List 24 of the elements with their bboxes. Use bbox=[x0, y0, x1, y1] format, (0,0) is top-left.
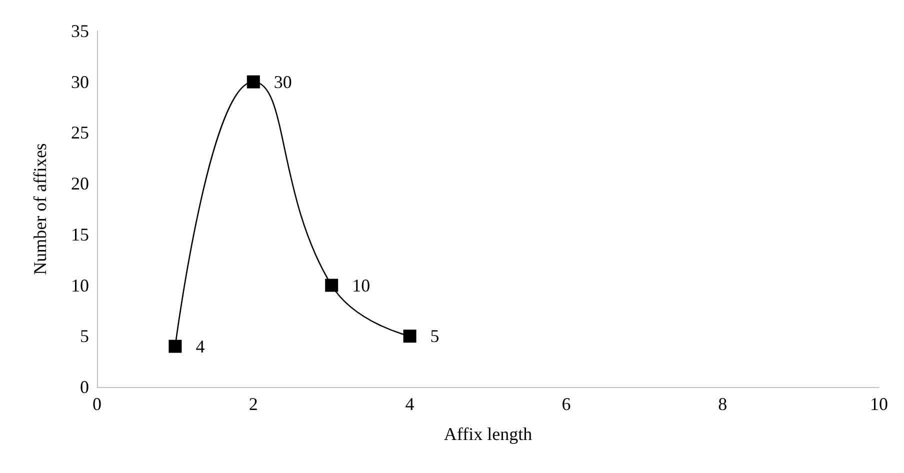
y-tick-label: 15 bbox=[71, 224, 89, 244]
x-axis-title: Affix length bbox=[444, 424, 532, 444]
y-tick-label: 0 bbox=[80, 377, 89, 397]
data-label: 4 bbox=[196, 336, 205, 356]
data-label: 5 bbox=[430, 326, 440, 346]
x-tick-label: 8 bbox=[718, 394, 728, 414]
y-tick-label: 30 bbox=[71, 72, 89, 92]
point bbox=[168, 340, 182, 353]
y-tick-label: 35 bbox=[71, 21, 89, 41]
data-label: 10 bbox=[352, 275, 370, 296]
y-tick-label: 5 bbox=[80, 326, 89, 346]
point bbox=[403, 330, 416, 343]
y-tick-label: 10 bbox=[71, 275, 89, 296]
x-tick-label: 0 bbox=[92, 394, 102, 414]
x-tick-label: 10 bbox=[870, 394, 888, 414]
x-tick-label: 4 bbox=[405, 394, 414, 414]
point bbox=[246, 75, 260, 88]
x-tick-label: 6 bbox=[562, 394, 571, 414]
x-tick-label: 2 bbox=[248, 394, 258, 414]
data-label: 30 bbox=[274, 72, 292, 92]
y-tick-label: 20 bbox=[71, 174, 89, 194]
y-axis-title: Number of affixes bbox=[30, 143, 50, 275]
y-tick-label: 25 bbox=[71, 122, 89, 143]
point bbox=[325, 278, 338, 292]
